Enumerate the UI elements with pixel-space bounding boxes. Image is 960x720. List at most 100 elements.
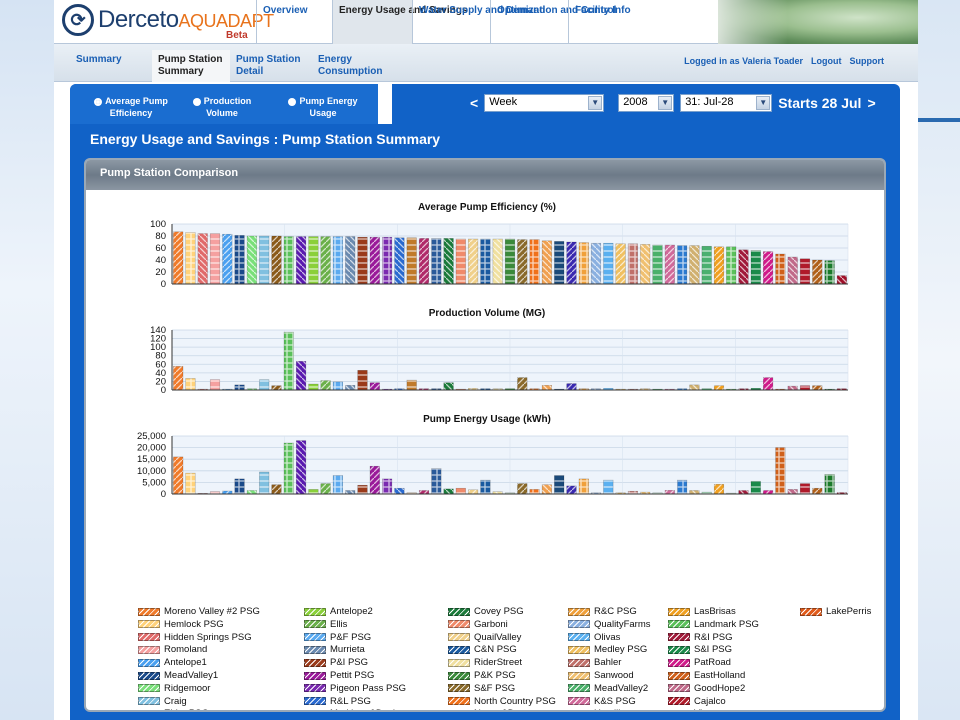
bar[interactable] [677, 245, 688, 285]
bar[interactable] [787, 256, 798, 285]
bar[interactable] [775, 253, 786, 285]
bar[interactable] [701, 245, 712, 285]
bar[interactable] [173, 366, 184, 391]
bar[interactable] [320, 483, 331, 495]
bar[interactable] [394, 487, 405, 495]
week-select[interactable]: 31: Jul-28 ▼ [680, 94, 773, 112]
bar[interactable] [369, 382, 380, 391]
period-unit-select[interactable]: Week ▼ [484, 94, 605, 112]
bar[interactable] [517, 239, 528, 285]
prev-period-button[interactable]: < [470, 95, 479, 111]
bar[interactable] [738, 490, 749, 495]
bar[interactable] [750, 480, 761, 495]
radio-1[interactable]: Production Volume [182, 95, 262, 119]
bar[interactable] [271, 235, 282, 285]
bar[interactable] [713, 246, 725, 285]
bar[interactable] [455, 238, 466, 285]
bar[interactable] [652, 244, 663, 285]
bar[interactable] [222, 233, 233, 285]
bar[interactable] [406, 237, 417, 285]
bar[interactable] [271, 484, 282, 495]
bar[interactable] [234, 235, 245, 285]
bar[interactable] [382, 236, 393, 285]
bar[interactable] [308, 383, 319, 391]
top-tab-0[interactable]: Overview [256, 0, 332, 44]
bar[interactable] [332, 236, 343, 285]
bar[interactable] [812, 385, 823, 391]
bar[interactable] [812, 259, 823, 285]
bar[interactable] [197, 233, 208, 285]
bar[interactable] [259, 379, 270, 391]
top-tab-4[interactable]: Facility Info [568, 0, 631, 44]
bar[interactable] [455, 487, 466, 495]
bar[interactable] [296, 361, 307, 391]
top-tab-1[interactable]: Energy Usage and Savings [332, 0, 467, 44]
bar[interactable] [246, 235, 257, 285]
bar[interactable] [369, 465, 380, 495]
bar[interactable] [541, 385, 552, 391]
bar[interactable] [283, 331, 294, 391]
bar[interactable] [541, 484, 552, 495]
bar[interactable] [529, 489, 540, 495]
bar[interactable] [566, 241, 577, 285]
bar[interactable] [726, 246, 737, 285]
bar[interactable] [664, 490, 675, 495]
bar[interactable] [566, 383, 577, 391]
bar[interactable] [504, 238, 516, 285]
bar[interactable] [345, 385, 356, 391]
bar[interactable] [554, 475, 565, 495]
bar[interactable] [812, 487, 823, 495]
bar[interactable] [554, 241, 565, 285]
bar[interactable] [799, 385, 811, 391]
bar[interactable] [578, 242, 589, 285]
bar[interactable] [296, 236, 307, 285]
bar[interactable] [443, 488, 454, 495]
bar[interactable] [603, 479, 614, 495]
bar[interactable] [382, 478, 393, 495]
next-period-button[interactable]: > [867, 95, 876, 111]
bar[interactable] [357, 484, 368, 495]
bar[interactable] [677, 479, 688, 495]
top-tab-2[interactable]: Water Supply and Demand [412, 0, 545, 44]
top-tab-3[interactable]: Optimization and Control [490, 0, 616, 44]
radio-2[interactable]: Pump Energy Usage [280, 95, 366, 119]
bar[interactable] [185, 472, 196, 495]
bar[interactable] [283, 442, 294, 495]
bar[interactable] [750, 250, 761, 285]
support-link[interactable]: Support [849, 56, 885, 66]
bar[interactable] [640, 244, 651, 285]
bar[interactable] [431, 238, 442, 285]
bar[interactable] [357, 236, 368, 285]
bar[interactable] [799, 258, 811, 285]
bar[interactable] [763, 377, 774, 391]
bar[interactable] [185, 232, 196, 285]
bar[interactable] [713, 385, 725, 391]
bar[interactable] [308, 489, 319, 495]
logout-link[interactable]: Logout [811, 56, 842, 66]
bar[interactable] [271, 385, 282, 391]
bar[interactable] [480, 479, 491, 495]
bar[interactable] [431, 468, 442, 495]
bar[interactable] [259, 235, 270, 285]
bar[interactable] [418, 490, 430, 495]
sub-tab-2[interactable]: Pump Station Detail [236, 54, 301, 77]
bar[interactable] [406, 379, 417, 391]
bar[interactable] [603, 242, 614, 285]
bar[interactable] [775, 447, 786, 495]
bar[interactable] [173, 231, 184, 285]
bar[interactable] [259, 471, 270, 495]
bar[interactable] [763, 251, 774, 285]
bar[interactable] [283, 236, 294, 285]
logo[interactable]: ⟳ DercetoAQUADAPT [62, 4, 274, 36]
bar[interactable] [332, 381, 343, 391]
bar[interactable] [787, 385, 798, 391]
bar[interactable] [529, 239, 540, 285]
year-select[interactable]: 2008 ▼ [618, 94, 675, 112]
bar[interactable] [713, 484, 725, 495]
bar[interactable] [234, 384, 245, 391]
bar[interactable] [468, 238, 479, 285]
bar[interactable] [566, 485, 577, 495]
bar[interactable] [799, 483, 811, 495]
bar[interactable] [332, 475, 343, 495]
bar[interactable] [320, 236, 331, 285]
